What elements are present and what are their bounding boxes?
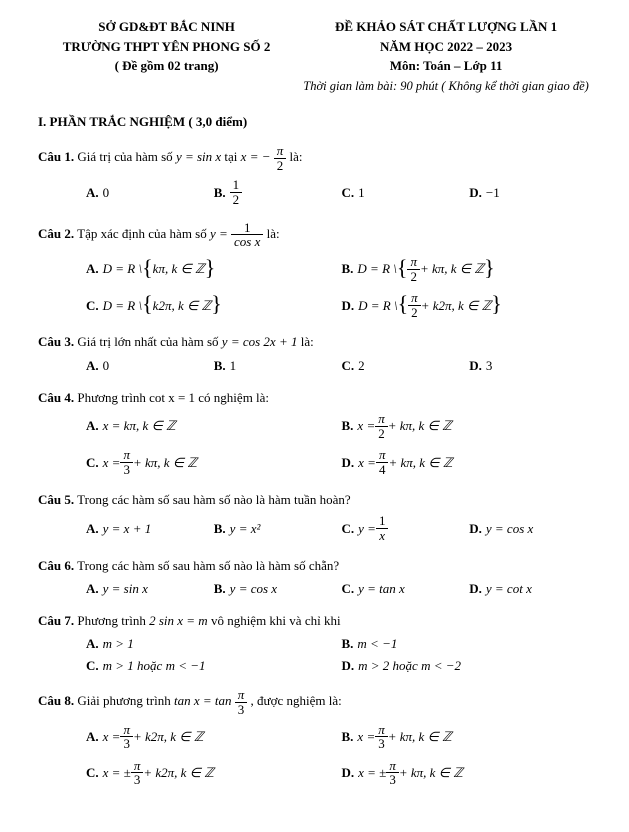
q5-options: A.y = x + 1 B.y = x² C. y = 1x D.y = cos… [38,514,597,542]
q6-opt-c: C.y = tan x [342,580,470,598]
q3-prompt: Câu 3. Giá trị lớn nhất của hàm số y = c… [38,333,597,351]
q2-opt-b: B. D = R \ { π2 + kπ, k ∈ ℤ } [342,255,598,283]
question-1: Câu 1. Giá trị của hàm số y = sin x tại … [38,144,597,207]
hdr-left-1: SỞ GD&ĐT BẮC NINH [38,18,295,36]
q5-opt-c: C. y = 1x [342,514,470,542]
q3-opt-c: C.2 [342,357,470,375]
q2-options-2: C. D = R \ { k2π, k ∈ ℤ } D. D = R \ { π… [38,291,597,319]
hdr-right-2: NĂM HỌC 2022 – 2023 [295,38,597,56]
q4-prompt: Câu 4. Phương trình cot x = 1 có nghiệm … [38,389,597,407]
q7-opt-c: C.m > 1 hoặc m < −1 [86,657,342,675]
q2-opt-a: A. D = R \ { kπ, k ∈ ℤ } [86,255,342,283]
q5-opt-d: D.y = cos x [469,514,597,542]
hdr-left-3: ( Đề gồm 02 trang) [38,57,295,75]
q1-frac: π 2 [274,144,287,172]
q7-options-2: C.m > 1 hoặc m < −1 D.m > 2 hoặc m < −2 [38,657,597,675]
question-3: Câu 3. Giá trị lớn nhất của hàm số y = c… [38,333,597,374]
q1-options: A.0 B. 12 C.1 D.−1 [38,178,597,206]
q7-opt-d: D.m > 2 hoặc m < −2 [342,657,598,675]
q7-opt-b: B.m < −1 [342,635,598,653]
question-2: Câu 2. Tập xác định của hàm số y = 1 cos… [38,221,597,320]
q6-opt-d: D.y = cot x [469,580,597,598]
q1-label: Câu 1. [38,149,74,164]
q3-opt-d: D.3 [469,357,597,375]
q8-opt-d: D. x = ± π3 + kπ, k ∈ ℤ [342,759,598,787]
q1-text-b: tại [224,149,240,164]
q8-opt-a: A. x = π3 + k2π, k ∈ ℤ [86,723,342,751]
hdr-right-1: ĐỀ KHẢO SÁT CHẤT LƯỢNG LẦN 1 [295,18,597,36]
q4-opt-c: C. x = π3 + kπ, k ∈ ℤ [86,448,342,476]
q2-text-b: là: [267,226,280,241]
q2-opt-d: D. D = R \ { π2 + k2π, k ∈ ℤ } [342,291,598,319]
q2-opt-c: C. D = R \ { k2π, k ∈ ℤ } [86,291,342,319]
q1-opt-a: A.0 [86,178,214,206]
hdr-right-3: Môn: Toán – Lớp 11 [295,57,597,75]
q2-prompt: Câu 2. Tập xác định của hàm số y = 1 cos… [38,221,597,249]
q1-opt-d: D.−1 [469,178,597,206]
q8-prompt: Câu 8. Giải phương trình tan x = tan π3 … [38,688,597,716]
q6-opt-a: A.y = sin x [86,580,214,598]
q1-opt-b: B. 12 [214,178,342,206]
question-8: Câu 8. Giải phương trình tan x = tan π3 … [38,688,597,787]
header-left: SỞ GD&ĐT BẮC NINH TRƯỜNG THPT YÊN PHONG … [38,18,295,95]
q8-opt-b: B. x = π3 + kπ, k ∈ ℤ [342,723,598,751]
question-7: Câu 7. Phương trình 2 sin x = m vô nghiệ… [38,612,597,675]
q5-prompt: Câu 5. Trong các hàm số sau hàm số nào l… [38,491,597,509]
q3-opt-b: B.1 [214,357,342,375]
q5-opt-a: A.y = x + 1 [86,514,214,542]
q4-options-2: C. x = π3 + kπ, k ∈ ℤ D. x = π4 + kπ, k … [38,448,597,476]
q1-fn: y = sin x [176,149,221,164]
question-4: Câu 4. Phương trình cot x = 1 có nghiệm … [38,389,597,477]
q1-frac-den: 2 [274,159,287,173]
q5-opt-b: B.y = x² [214,514,342,542]
q7-options-1: A.m > 1 B.m < −1 [38,635,597,653]
q6-options: A.y = sin x B.y = cos x C.y = tan x D.y … [38,580,597,598]
q2-options-1: A. D = R \ { kπ, k ∈ ℤ } B. D = R \ { π2… [38,255,597,283]
hdr-left-2: TRƯỜNG THPT YÊN PHONG SỐ 2 [38,38,295,56]
q7-opt-a: A.m > 1 [86,635,342,653]
question-5: Câu 5. Trong các hàm số sau hàm số nào l… [38,491,597,543]
header-right: ĐỀ KHẢO SÁT CHẤT LƯỢNG LẦN 1 NĂM HỌC 202… [295,18,597,95]
q1-prompt: Câu 1. Giá trị của hàm số y = sin x tại … [38,144,597,172]
q1-text-a: Giá trị của hàm số [77,149,176,164]
q2-text-a: Tập xác định của hàm số [77,226,210,241]
exam-header: SỞ GD&ĐT BẮC NINH TRƯỜNG THPT YÊN PHONG … [38,18,597,95]
hdr-right-4: Thời gian làm bài: 90 phút ( Không kể th… [295,78,597,95]
q8-opt-c: C. x = ± π3 + k2π, k ∈ ℤ [86,759,342,787]
q4-options-1: A.x = kπ, k ∈ ℤ B. x = π2 + kπ, k ∈ ℤ [38,412,597,440]
q7-prompt: Câu 7. Phương trình 2 sin x = m vô nghiệ… [38,612,597,630]
q2-label: Câu 2. [38,226,74,241]
question-6: Câu 6. Trong các hàm số sau hàm số nào l… [38,557,597,598]
section-title: I. PHẦN TRẮC NGHIỆM ( 3,0 điểm) [38,113,597,131]
q1-opt-c: C.1 [342,178,470,206]
q8-options-2: C. x = ± π3 + k2π, k ∈ ℤ D. x = ± π3 + k… [38,759,597,787]
q6-prompt: Câu 6. Trong các hàm số sau hàm số nào l… [38,557,597,575]
q1-eq-lhs: x = − [241,149,271,164]
q1-frac-num: π [274,144,287,159]
q6-opt-b: B.y = cos x [214,580,342,598]
q4-opt-b: B. x = π2 + kπ, k ∈ ℤ [342,412,598,440]
q1-text-c: là: [290,149,303,164]
q3-options: A.0 B.1 C.2 D.3 [38,357,597,375]
q3-opt-a: A.0 [86,357,214,375]
q4-opt-a: A.x = kπ, k ∈ ℤ [86,412,342,440]
q4-opt-d: D. x = π4 + kπ, k ∈ ℤ [342,448,598,476]
q8-options-1: A. x = π3 + k2π, k ∈ ℤ B. x = π3 + kπ, k… [38,723,597,751]
